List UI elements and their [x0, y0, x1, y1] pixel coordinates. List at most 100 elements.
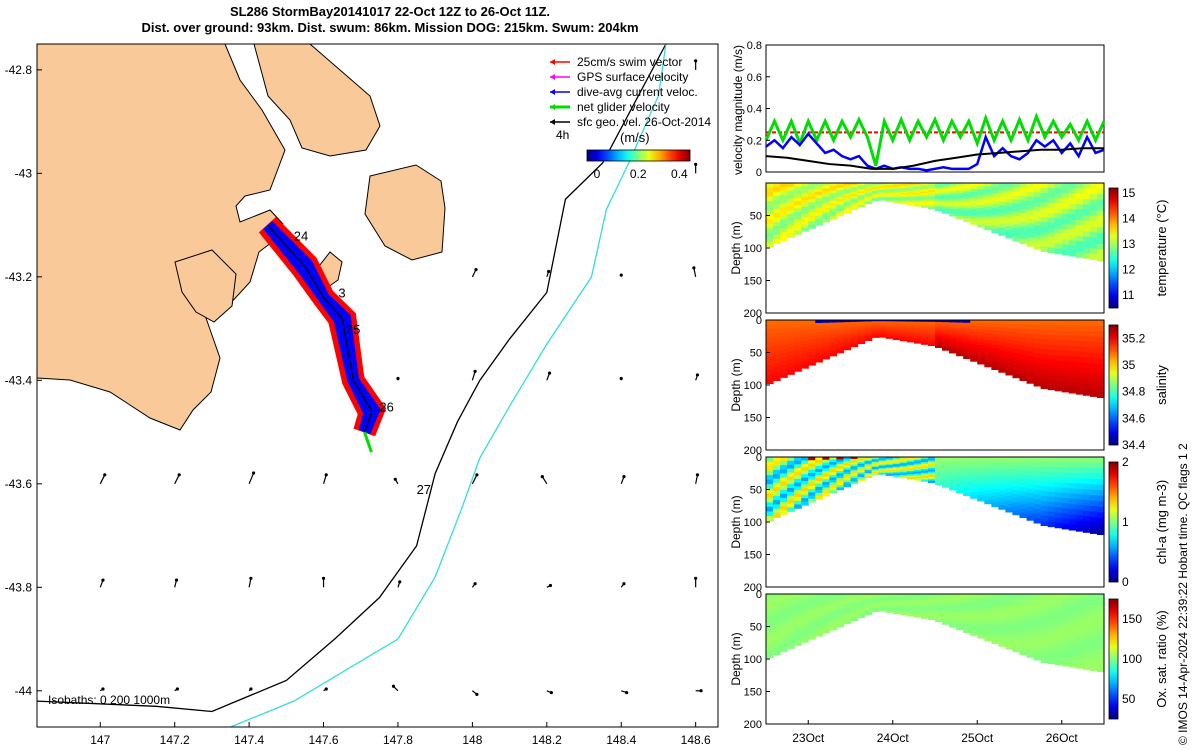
section-cell	[1061, 218, 1070, 225]
section-cell	[857, 468, 866, 472]
section-cell	[1082, 642, 1091, 649]
section-cell	[815, 594, 823, 598]
section-cell	[871, 465, 880, 468]
section-cell	[906, 477, 915, 480]
section-cell	[1033, 504, 1042, 510]
section-cell	[871, 184, 880, 187]
section-cell	[984, 473, 992, 478]
section-cell	[1005, 594, 1014, 599]
section-cell	[1019, 204, 1028, 210]
geo-velocity-arrowhead	[249, 576, 253, 580]
section-cell	[864, 333, 873, 336]
section-cell	[942, 594, 950, 597]
section-cell	[843, 608, 852, 612]
section-cell	[949, 199, 957, 203]
section-cell	[1096, 462, 1105, 469]
section-cell	[878, 185, 887, 188]
section-cell	[1075, 472, 1084, 479]
section-cell	[942, 193, 950, 197]
section-cell	[970, 620, 978, 624]
section-cell	[956, 621, 964, 626]
section-cell	[801, 320, 809, 325]
section-cell	[998, 479, 1007, 484]
section-cell	[1019, 504, 1028, 510]
section-cell	[1089, 615, 1098, 622]
section-cell	[794, 356, 802, 361]
section-cell	[850, 344, 859, 348]
section-cell	[963, 484, 971, 488]
section-cell	[963, 328, 971, 332]
section-cell	[794, 323, 802, 328]
section-cell	[836, 343, 845, 347]
section-cell	[984, 493, 992, 498]
section-cell	[766, 214, 774, 220]
section-cell	[913, 328, 922, 331]
section-cell	[822, 473, 830, 478]
section-cell	[815, 623, 823, 628]
section-cell	[970, 623, 978, 627]
section-cell	[906, 475, 915, 478]
section-cell	[878, 596, 887, 599]
section-cell	[1019, 606, 1028, 612]
section-cell	[773, 508, 781, 514]
section-cell	[857, 331, 866, 335]
section-cell	[956, 193, 964, 197]
section-cell	[920, 465, 929, 468]
geo-velocity-arrowhead	[324, 473, 328, 477]
section-cell	[1061, 355, 1070, 362]
colorbar-label: Ox. sat. ratio (%)	[1154, 610, 1169, 708]
section-cell	[815, 320, 823, 324]
section-cell	[794, 594, 802, 599]
section-cell	[1026, 598, 1035, 604]
section-cell	[899, 605, 908, 608]
section-cell	[1089, 527, 1098, 534]
section-cell	[956, 482, 964, 486]
section-cell	[913, 594, 922, 597]
section-cell	[942, 596, 950, 599]
section-cell	[1005, 347, 1014, 352]
section-cell	[864, 461, 873, 464]
section-y-tick-label: 200	[744, 445, 762, 457]
section-cell	[836, 350, 845, 354]
section-cell	[1089, 248, 1098, 255]
section-cell	[892, 332, 901, 335]
section-cell	[1075, 230, 1084, 237]
section-cell	[892, 320, 901, 322]
colorbar-tick-label: 12	[1122, 263, 1136, 277]
section-cell	[787, 350, 795, 356]
section-cell	[878, 330, 887, 333]
section-cell	[913, 323, 922, 326]
section-cell	[906, 198, 915, 201]
section-cell	[850, 196, 859, 199]
section-cell	[1089, 358, 1098, 365]
section-cell	[920, 337, 929, 340]
section-cell	[1068, 509, 1077, 515]
section-cell	[773, 487, 781, 493]
section-cell	[836, 187, 845, 191]
section-cell	[885, 321, 894, 324]
section-cell	[794, 637, 802, 643]
section-cell	[801, 594, 809, 599]
section-cell	[892, 462, 901, 465]
section-cell	[984, 323, 992, 328]
section-cell	[920, 462, 929, 465]
section-cell	[864, 327, 873, 330]
section-cell	[808, 332, 816, 337]
geo-velocity-arrowhead	[175, 687, 179, 691]
section-cell	[998, 464, 1007, 469]
section-cell	[956, 604, 964, 608]
section-cell	[949, 324, 957, 328]
section-cell	[1068, 351, 1077, 358]
section-cell	[773, 376, 781, 381]
section-cell	[864, 324, 873, 327]
section-cell	[808, 192, 816, 197]
section-cell	[1068, 250, 1077, 257]
section-cell	[899, 184, 908, 187]
section-cell	[977, 351, 985, 356]
section-cell	[913, 466, 922, 470]
section-cell	[822, 210, 830, 215]
section-cell	[878, 597, 887, 600]
section-cell	[850, 342, 859, 346]
section-cell	[885, 472, 894, 475]
section-cell	[892, 191, 901, 194]
